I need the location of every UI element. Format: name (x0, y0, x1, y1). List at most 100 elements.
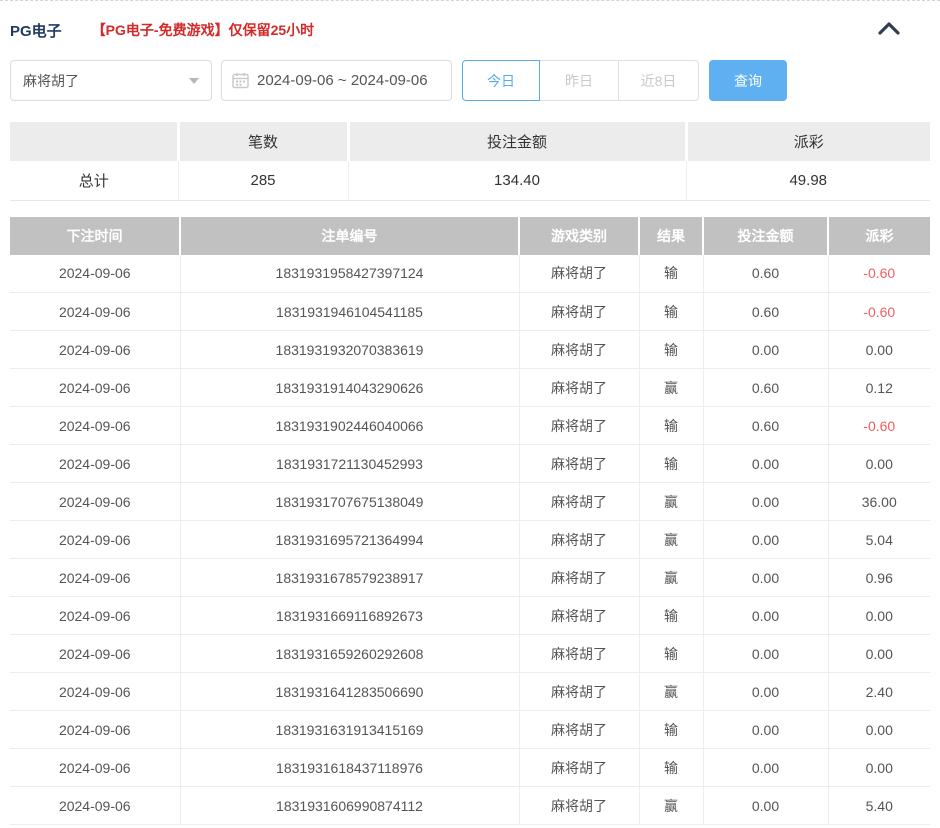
cell-bet-amount: 0.60 (703, 254, 829, 293)
last-8-days-button[interactable]: 近8日 (619, 60, 699, 101)
summary-total-count: 285 (178, 161, 349, 201)
cell-game-type: 麻将胡了 (519, 748, 640, 787)
records-col-result: 结果 (639, 216, 704, 255)
today-button[interactable]: 今日 (462, 60, 540, 101)
cell-payout: -0.60 (828, 406, 930, 445)
yesterday-button[interactable]: 昨日 (540, 60, 619, 101)
summary-total-bet-amount: 134.40 (348, 161, 687, 201)
record-row: 2024-09-06 1831931902446040066 麻将胡了 输 0.… (10, 406, 930, 445)
records-col-game-type: 游戏类别 (519, 216, 640, 255)
cell-game-type: 麻将胡了 (519, 444, 640, 483)
summary-table: 笔数 投注金额 派彩 总计 285 134.40 49.98 (10, 122, 930, 201)
date-range-input[interactable]: 2024-09-06 ~ 2024-09-06 (221, 60, 452, 101)
cell-result: 输 (639, 292, 704, 331)
cell-game-type: 麻将胡了 (519, 292, 640, 331)
cell-result: 赢 (639, 786, 704, 825)
record-row: 2024-09-06 1831931669116892673 麻将胡了 输 0.… (10, 596, 930, 635)
cell-game-type: 麻将胡了 (519, 254, 640, 293)
record-row: 2024-09-06 1831931958427397124 麻将胡了 输 0.… (10, 254, 930, 293)
cell-payout: -0.60 (828, 292, 930, 331)
search-button[interactable]: 查询 (709, 60, 787, 101)
cell-result: 赢 (639, 482, 704, 521)
cell-game-type: 麻将胡了 (519, 558, 640, 597)
cell-bet-time: 2024-09-06 (10, 710, 181, 749)
cell-bet-time: 2024-09-06 (10, 596, 181, 635)
summary-total-payout: 49.98 (686, 161, 930, 201)
cell-payout: 5.04 (828, 520, 930, 559)
record-row: 2024-09-06 1831931932070383619 麻将胡了 输 0.… (10, 330, 930, 369)
cell-order-id: 1831931707675138049 (180, 482, 520, 521)
game-select-value: 麻将胡了 (23, 72, 79, 89)
records-table: 下注时间 注单编号 游戏类别 结果 投注金额 派彩 2024-09-06 183… (10, 216, 930, 825)
record-row: 2024-09-06 1831931695721364994 麻将胡了 赢 0.… (10, 520, 930, 559)
cell-result: 输 (639, 710, 704, 749)
cell-bet-time: 2024-09-06 (10, 672, 181, 711)
cell-order-id: 1831931678579238917 (180, 558, 520, 597)
record-row: 2024-09-06 1831931618437118976 麻将胡了 输 0.… (10, 748, 930, 787)
cell-payout: 0.12 (828, 368, 930, 407)
cell-bet-time: 2024-09-06 (10, 368, 181, 407)
cell-bet-time: 2024-09-06 (10, 330, 181, 369)
game-select[interactable]: 麻将胡了 (10, 60, 212, 101)
records-col-bet-time: 下注时间 (10, 216, 181, 255)
cell-bet-time: 2024-09-06 (10, 406, 181, 445)
cell-payout: 0.00 (828, 748, 930, 787)
cell-result: 输 (639, 634, 704, 673)
chevron-down-icon (189, 77, 199, 84)
summary-col-bet-amount: 投注金额 (348, 122, 688, 161)
cell-payout: 2.40 (828, 672, 930, 711)
cell-order-id: 1831931958427397124 (180, 254, 520, 293)
cell-result: 赢 (639, 368, 704, 407)
cell-bet-amount: 0.00 (703, 482, 829, 521)
cell-bet-time: 2024-09-06 (10, 482, 181, 521)
cell-bet-time: 2024-09-06 (10, 558, 181, 597)
cell-game-type: 麻将胡了 (519, 710, 640, 749)
cell-order-id: 1831931669116892673 (180, 596, 520, 635)
cell-game-type: 麻将胡了 (519, 520, 640, 559)
cell-game-type: 麻将胡了 (519, 368, 640, 407)
cell-result: 赢 (639, 520, 704, 559)
cell-bet-amount: 0.00 (703, 330, 829, 369)
record-row: 2024-09-06 1831931914043290626 麻将胡了 赢 0.… (10, 368, 930, 407)
records-body: 2024-09-06 1831931958427397124 麻将胡了 输 0.… (10, 254, 930, 825)
cell-payout: 0.00 (828, 444, 930, 483)
record-row: 2024-09-06 1831931721130452993 麻将胡了 输 0.… (10, 444, 930, 483)
cell-order-id: 1831931606990874112 (180, 786, 520, 825)
cell-bet-amount: 0.00 (703, 444, 829, 483)
cell-bet-amount: 0.00 (703, 520, 829, 559)
cell-result: 输 (639, 748, 704, 787)
cell-order-id: 1831931946104541185 (180, 292, 520, 331)
record-row: 2024-09-06 1831931631913415169 麻将胡了 输 0.… (10, 710, 930, 749)
record-row: 2024-09-06 1831931659260292608 麻将胡了 输 0.… (10, 634, 930, 673)
cell-game-type: 麻将胡了 (519, 406, 640, 445)
cell-result: 赢 (639, 672, 704, 711)
records-col-payout: 派彩 (828, 216, 930, 255)
cell-payout: 5.40 (828, 786, 930, 825)
cell-bet-amount: 0.00 (703, 786, 829, 825)
record-row: 2024-09-06 1831931678579238917 麻将胡了 赢 0.… (10, 558, 930, 597)
cell-order-id: 1831931914043290626 (180, 368, 520, 407)
cell-result: 赢 (639, 558, 704, 597)
cell-bet-amount: 0.60 (703, 292, 829, 331)
cell-result: 输 (639, 406, 704, 445)
cell-order-id: 1831931659260292608 (180, 634, 520, 673)
collapse-button[interactable] (878, 21, 900, 40)
record-row: 2024-09-06 1831931946104541185 麻将胡了 输 0.… (10, 292, 930, 331)
cell-bet-amount: 0.00 (703, 558, 829, 597)
cell-payout: 0.00 (828, 596, 930, 635)
filter-row: 麻将胡了 2024-09-06 ~ 2024-09-06 今 (10, 60, 930, 101)
cell-game-type: 麻将胡了 (519, 672, 640, 711)
cell-bet-time: 2024-09-06 (10, 254, 181, 293)
cell-payout: 36.00 (828, 482, 930, 521)
cell-game-type: 麻将胡了 (519, 634, 640, 673)
cell-order-id: 1831931721130452993 (180, 444, 520, 483)
cell-payout: 0.00 (828, 634, 930, 673)
cell-bet-amount: 0.00 (703, 748, 829, 787)
cell-payout: 0.00 (828, 330, 930, 369)
records-header-row: 下注时间 注单编号 游戏类别 结果 投注金额 派彩 (10, 216, 930, 255)
summary-col-payout: 派彩 (686, 122, 930, 161)
record-row: 2024-09-06 1831931641283506690 麻将胡了 赢 0.… (10, 672, 930, 711)
cell-game-type: 麻将胡了 (519, 482, 640, 521)
quick-date-button-group: 今日 昨日 近8日 (462, 60, 699, 101)
